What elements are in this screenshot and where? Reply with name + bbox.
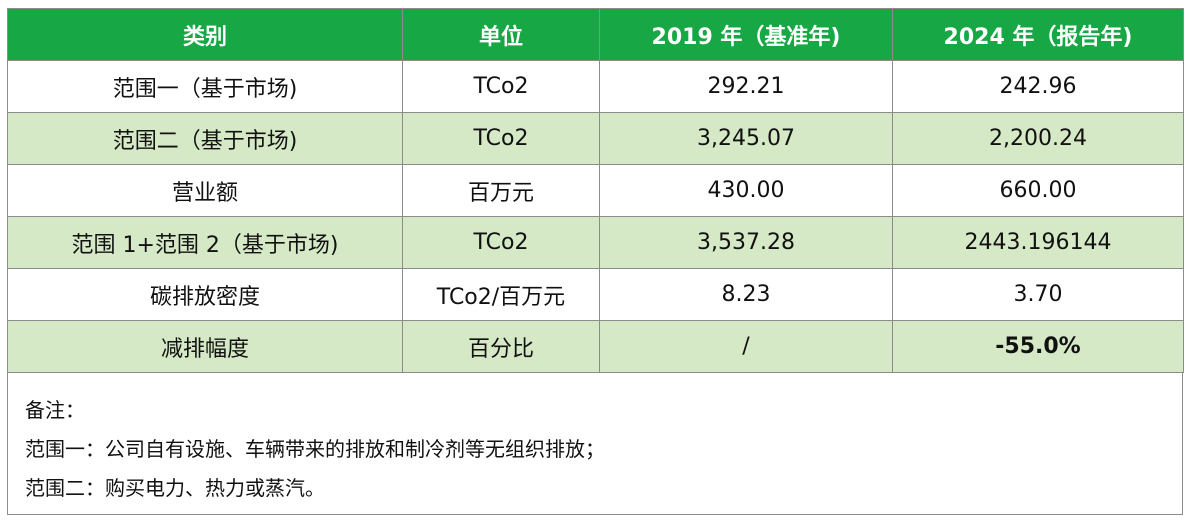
row-base-year-value: 3,537.28 xyxy=(599,216,893,269)
row-base-year-value: 430.00 xyxy=(599,164,893,217)
row-report-year-value: 660.00 xyxy=(892,164,1184,217)
row-category: 营业额 xyxy=(7,164,403,217)
table-row: 碳排放密度 TCo2/百万元 8.23 3.70 xyxy=(7,268,1184,321)
row-report-year-value: 2,200.24 xyxy=(892,112,1184,165)
row-unit: 百万元 xyxy=(402,164,600,217)
table-header-row: 类别 单位 2019 年（基准年) 2024 年（报告年) xyxy=(7,8,1184,61)
table-row: 营业额 百万元 430.00 660.00 xyxy=(7,164,1184,217)
row-report-year-value: -55.0% xyxy=(892,320,1184,373)
row-unit: TCo2 xyxy=(402,60,600,113)
header-category: 类别 xyxy=(7,8,403,61)
notes-scope2: 范围二：购买电力、热力或蒸汽。 xyxy=(25,476,325,500)
header-report-year: 2024 年（报告年) xyxy=(892,8,1184,61)
row-category: 范围一（基于市场) xyxy=(7,60,403,113)
row-category: 减排幅度 xyxy=(7,320,403,373)
row-unit: TCo2/百万元 xyxy=(402,268,600,321)
header-base-year: 2019 年（基准年) xyxy=(599,8,893,61)
row-unit: TCo2 xyxy=(402,112,600,165)
notes-title: 备注： xyxy=(25,398,85,422)
row-category: 范围 1+范围 2（基于市场) xyxy=(7,216,403,269)
notes-section: 备注： 范围一：公司自有设施、车辆带来的排放和制冷剂等无组织排放； 范围二：购买… xyxy=(25,391,605,508)
table-row: 范围 1+范围 2（基于市场) TCo2 3,537.28 2443.19614… xyxy=(7,216,1184,269)
row-unit: TCo2 xyxy=(402,216,600,269)
row-base-year-value: 8.23 xyxy=(599,268,893,321)
row-report-year-value: 2443.196144 xyxy=(892,216,1184,269)
row-report-year-value: 242.96 xyxy=(892,60,1184,113)
emissions-table-frame: 类别 单位 2019 年（基准年) 2024 年（报告年) 范围一（基于市场) … xyxy=(7,8,1184,515)
row-category: 范围二（基于市场) xyxy=(7,112,403,165)
row-base-year-value: 292.21 xyxy=(599,60,893,113)
row-unit: 百分比 xyxy=(402,320,600,373)
table-row: 减排幅度 百分比 / -55.0% xyxy=(7,320,1184,373)
table-row: 范围一（基于市场) TCo2 292.21 242.96 xyxy=(7,60,1184,113)
row-report-year-value: 3.70 xyxy=(892,268,1184,321)
row-base-year-value: 3,245.07 xyxy=(599,112,893,165)
table-row: 范围二（基于市场) TCo2 3,245.07 2,200.24 xyxy=(7,112,1184,165)
header-unit: 单位 xyxy=(402,8,600,61)
row-base-year-value: / xyxy=(599,320,893,373)
row-category: 碳排放密度 xyxy=(7,268,403,321)
emissions-table: 类别 单位 2019 年（基准年) 2024 年（报告年) 范围一（基于市场) … xyxy=(7,8,1184,373)
notes-scope1: 范围一：公司自有设施、车辆带来的排放和制冷剂等无组织排放； xyxy=(25,437,605,461)
